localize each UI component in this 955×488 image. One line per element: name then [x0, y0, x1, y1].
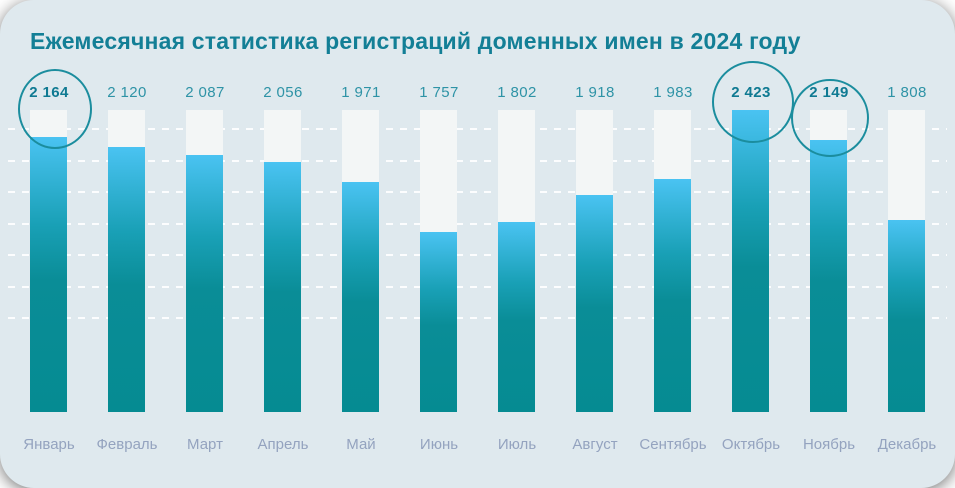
- bar-track: [342, 110, 379, 412]
- bar-fill: [264, 162, 301, 412]
- bar-track: [576, 110, 613, 412]
- bar-value-label: 2 056: [263, 84, 303, 101]
- month-label: Октябрь: [721, 436, 781, 453]
- bar-group: 2 164 Январь: [10, 84, 88, 464]
- month-label: Июнь: [419, 436, 459, 453]
- bar-track: [186, 110, 223, 412]
- bar-value-label: 2 120: [107, 84, 147, 101]
- bar-fill: [342, 182, 379, 412]
- month-label: Июль: [497, 436, 537, 453]
- bar-group: 1 971 Май: [322, 84, 400, 464]
- bar-value-label: 1 757: [419, 84, 459, 101]
- bar-fill: [420, 232, 457, 412]
- month-label: Ноябрь: [802, 436, 856, 453]
- bar-fill: [888, 220, 925, 412]
- bar-value-label: 1 971: [341, 84, 381, 101]
- month-label: Апрель: [257, 436, 309, 453]
- bar-value-label: 1 983: [653, 84, 693, 101]
- bar-fill: [732, 110, 769, 412]
- bar-value-label: 1 918: [575, 84, 615, 101]
- bar-track: [264, 110, 301, 412]
- month-label: Март: [187, 436, 223, 453]
- gridline: [8, 222, 947, 225]
- bar-group: 2 056 Апрель: [244, 84, 322, 464]
- bar-track: [654, 110, 691, 412]
- bar-group: 1 757 Июнь: [400, 84, 478, 464]
- bar-group: 1 808 Декабрь: [868, 84, 946, 464]
- month-label: Февраль: [96, 436, 158, 453]
- bar-group: 1 802 Июль: [478, 84, 556, 464]
- month-label: Январь: [23, 436, 75, 453]
- highlight-circle: [791, 79, 869, 157]
- bar-group: 2 423 Октябрь: [712, 84, 790, 464]
- gridline: [8, 159, 947, 162]
- bar-fill: [576, 195, 613, 412]
- highlight-circle: [712, 61, 794, 143]
- bar-track: [888, 110, 925, 412]
- bar-track: [30, 110, 67, 412]
- bar-value-label: 2 087: [185, 84, 225, 101]
- bar-fill: [30, 137, 67, 412]
- bar-group: 1 918 Август: [556, 84, 634, 464]
- bar-fill: [108, 147, 145, 412]
- bar-track: [108, 110, 145, 412]
- chart-title: Ежемесячная статистика регистраций домен…: [30, 28, 801, 54]
- month-label: Сентябрь: [639, 436, 707, 453]
- bar-value-label: 1 802: [497, 84, 537, 101]
- bar-track: [810, 110, 847, 412]
- month-label: Май: [346, 436, 376, 453]
- highlight-circle: [18, 69, 92, 149]
- gridline: [8, 254, 947, 256]
- bar-group: 1 983 Сентябрь: [634, 84, 712, 464]
- month-label: Декабрь: [877, 436, 937, 453]
- bar-track: [498, 110, 535, 412]
- bar-value-label: 1 808: [887, 84, 927, 101]
- bar-fill: [186, 155, 223, 412]
- bar-fill: [654, 179, 691, 412]
- bar-fill: [498, 222, 535, 412]
- gridline: [8, 285, 947, 288]
- gridline: [8, 317, 947, 319]
- bar-track: [732, 110, 769, 412]
- gridline: [8, 191, 947, 193]
- bar-track: [420, 110, 457, 412]
- bar-fill: [810, 140, 847, 412]
- gridline: [8, 128, 947, 130]
- bar-group: 2 087 Март: [166, 84, 244, 464]
- bar-group: 2 120 Февраль: [88, 84, 166, 464]
- month-label: Август: [572, 436, 618, 453]
